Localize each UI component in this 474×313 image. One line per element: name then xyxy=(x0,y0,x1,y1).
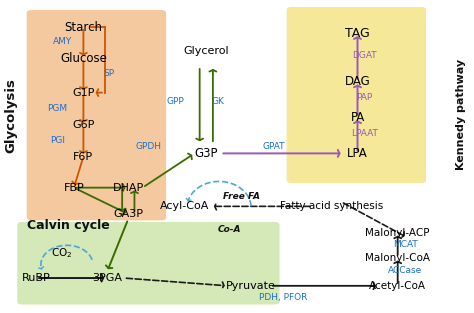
Text: GPDH: GPDH xyxy=(136,142,162,151)
Text: DHAP: DHAP xyxy=(113,183,144,193)
Text: Malonyl-ACP: Malonyl-ACP xyxy=(365,228,430,238)
Text: Kennedy pathway: Kennedy pathway xyxy=(456,59,466,170)
Text: LPAAT: LPAAT xyxy=(351,129,378,138)
Text: G1P: G1P xyxy=(72,88,95,98)
Text: F6P: F6P xyxy=(73,151,93,162)
Text: LPA: LPA xyxy=(347,147,368,160)
Text: GK: GK xyxy=(212,97,225,106)
Text: Acyl-CoA: Acyl-CoA xyxy=(160,201,210,211)
Text: Acetyl-CoA: Acetyl-CoA xyxy=(369,281,426,291)
Text: GPP: GPP xyxy=(167,97,184,106)
Text: Glycerol: Glycerol xyxy=(183,46,229,55)
Text: G3P: G3P xyxy=(194,147,218,160)
Text: FBP: FBP xyxy=(64,183,84,193)
Text: RuBP: RuBP xyxy=(22,273,51,283)
Text: Calvin cycle: Calvin cycle xyxy=(27,219,109,232)
Text: DAG: DAG xyxy=(345,75,370,88)
Text: PA: PA xyxy=(350,111,365,124)
FancyBboxPatch shape xyxy=(17,222,280,305)
Text: ACCase: ACCase xyxy=(388,266,422,275)
Text: Glucose: Glucose xyxy=(60,52,107,65)
Text: PGI: PGI xyxy=(50,136,65,145)
Text: Fatty acid synthesis: Fatty acid synthesis xyxy=(280,201,383,211)
FancyBboxPatch shape xyxy=(287,7,426,183)
Text: Pyruvate: Pyruvate xyxy=(226,281,276,291)
Text: Glycolysis: Glycolysis xyxy=(5,79,18,153)
Text: Malonyl-CoA: Malonyl-CoA xyxy=(365,253,430,263)
Text: TAG: TAG xyxy=(345,27,370,40)
Text: PDH, PFOR: PDH, PFOR xyxy=(259,293,308,302)
Text: AMY: AMY xyxy=(53,37,72,46)
Text: G6P: G6P xyxy=(72,120,95,130)
Text: CO$_2$: CO$_2$ xyxy=(52,246,73,260)
Text: DGAT: DGAT xyxy=(352,51,377,60)
Text: GPAT: GPAT xyxy=(262,142,285,151)
Text: SP: SP xyxy=(103,69,114,79)
Text: PAP: PAP xyxy=(356,93,373,102)
FancyBboxPatch shape xyxy=(27,10,166,220)
Text: Co-A: Co-A xyxy=(217,225,241,234)
Text: Free FA: Free FA xyxy=(223,192,260,201)
Text: Starch: Starch xyxy=(64,21,102,34)
Text: MCAT: MCAT xyxy=(393,240,418,249)
Text: PGM: PGM xyxy=(47,104,67,113)
Text: 3PGA: 3PGA xyxy=(92,273,122,283)
Text: GA3P: GA3P xyxy=(113,209,143,219)
